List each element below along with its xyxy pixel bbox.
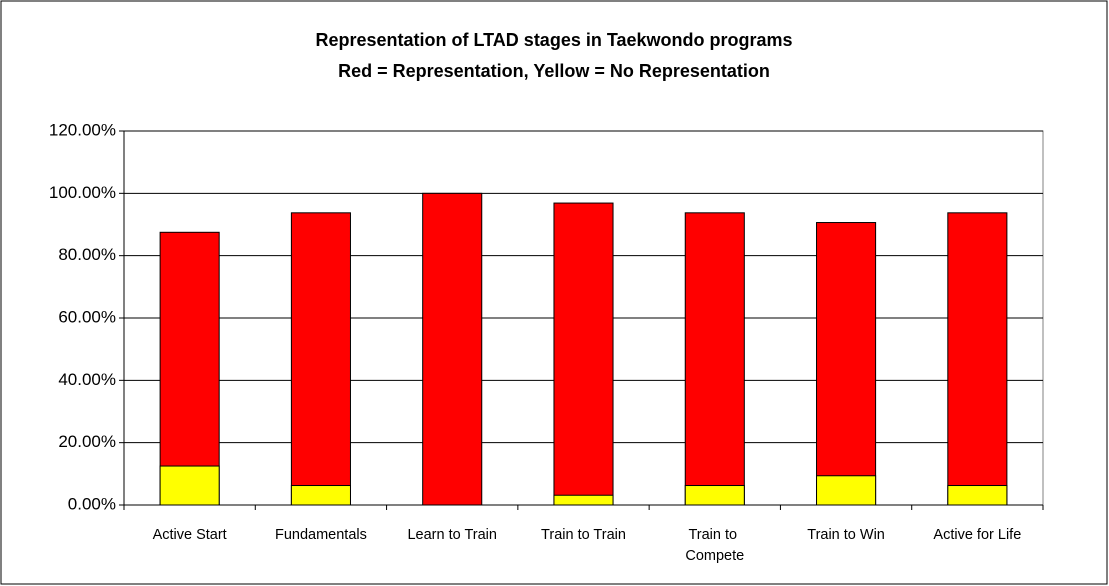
bar (684, 485, 745, 506)
chart-title: Representation of LTAD stages in Taekwon… (315, 30, 792, 50)
chart-subtitle: Red = Representation, Yellow = No Repres… (338, 61, 770, 81)
bar (947, 212, 1008, 506)
bar (159, 231, 220, 506)
x-tick-label: Train to Win (807, 527, 885, 543)
bar (422, 192, 483, 506)
bar (290, 485, 351, 506)
y-tick-label: 100.00% (49, 183, 116, 202)
bar (159, 465, 220, 506)
y-tick-label: 80.00% (58, 245, 116, 264)
bar (290, 212, 351, 506)
y-tick-label: 40.00% (58, 370, 116, 389)
x-tick-label: Learn to Train (407, 527, 496, 543)
y-tick-label: 0.00% (68, 494, 116, 513)
bar (816, 222, 877, 506)
y-tick-label: 120.00% (49, 120, 116, 139)
x-tick-label: Train to Train (541, 527, 626, 543)
bar (684, 212, 745, 506)
x-tick-label: Fundamentals (275, 527, 367, 543)
bar (947, 485, 1008, 506)
bar (553, 494, 614, 506)
y-tick-label: 60.00% (58, 307, 116, 326)
y-tick-label: 20.00% (58, 432, 116, 451)
x-tick-label: Active for Life (933, 527, 1021, 543)
bar (816, 475, 877, 506)
x-tick-label: Active Start (153, 527, 227, 543)
bar (553, 202, 614, 506)
x-tick-label: Train to Compete (685, 527, 744, 564)
